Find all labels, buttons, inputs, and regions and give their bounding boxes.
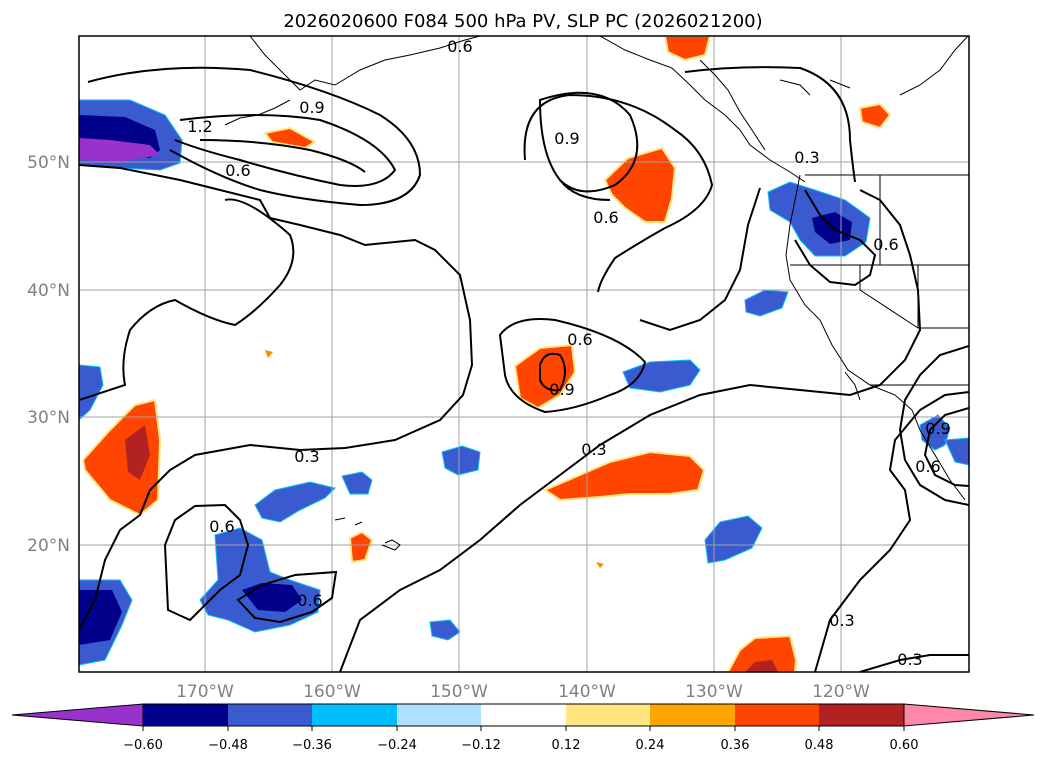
colorbar-swatch (481, 704, 566, 726)
colorbar-tick-label: 0.24 (636, 738, 665, 753)
colorbar-tick-label: 0.60 (890, 738, 919, 753)
colorbar-tick-label: 0.48 (805, 738, 834, 753)
colorbar-swatch (312, 704, 397, 726)
coastlines (224, 36, 969, 551)
lat-label: 20°N (27, 536, 70, 556)
figure-title: 2026020600 F084 500 hPa PV, SLP PC (2026… (283, 11, 762, 32)
contour-label: 0.6 (567, 330, 592, 349)
colorbar-tick-label: −0.60 (123, 738, 163, 753)
lon-label: 140°W (558, 682, 616, 702)
lon-label: 130°W (685, 682, 743, 702)
colorbar: −0.60 −0.48 −0.36 −0.24 −0.12 0.12 0.24 … (11, 703, 1035, 753)
colorbar-swatch (819, 704, 904, 726)
contour-label: 0.6 (873, 235, 898, 254)
map-frame (78, 35, 970, 673)
contour-lines (79, 66, 969, 672)
contour-label: 0.9 (925, 419, 950, 438)
colorbar-swatch (566, 704, 650, 726)
colorbar-tick-label: 0.12 (552, 738, 581, 753)
colorbar-outline (142, 703, 905, 727)
map-panel: 0.6 0.9 1.2 0.6 0.9 0.6 0.3 0.6 0.6 0.9 … (78, 35, 970, 673)
contour-label: 0.6 (209, 517, 234, 536)
lon-label: 120°W (812, 682, 870, 702)
lon-label: 170°W (176, 682, 234, 702)
lat-label: 30°N (27, 408, 70, 428)
contour-label: 0.9 (554, 129, 579, 148)
colorbar-swatch (735, 704, 819, 726)
contour-label: 0.3 (897, 650, 922, 669)
contour-label: 1.2 (187, 117, 212, 136)
latitude-labels: 50°N 40°N 30°N 20°N (27, 153, 70, 556)
longitude-labels: 170°W 160°W 150°W 140°W 130°W 120°W (176, 682, 870, 702)
contour-label: 0.3 (829, 611, 854, 630)
contour-label: 0.3 (794, 148, 819, 167)
colorbar-tick-label: −0.36 (292, 738, 332, 753)
colorbar-tick-label: −0.24 (377, 738, 417, 753)
contour-label: 0.3 (294, 447, 319, 466)
lon-label: 150°W (430, 682, 488, 702)
colorbar-swatch (650, 704, 735, 726)
colorbar-tick-label: −0.12 (461, 738, 501, 753)
graticule (79, 36, 969, 672)
lon-label: 160°W (303, 682, 361, 702)
contour-label-set: 0.6 0.9 1.2 0.6 0.9 0.6 0.3 0.6 0.6 0.9 … (187, 37, 950, 669)
colorbar-extend-left (11, 703, 144, 727)
pv-negative-shading (79, 99, 969, 666)
colorbar-swatch (397, 704, 481, 726)
contour-label: 0.6 (915, 457, 940, 476)
colorbar-tick-label: −0.48 (208, 738, 248, 753)
lat-label: 50°N (27, 153, 70, 173)
colorbar-swatch (143, 704, 228, 726)
colorbar-ticks (142, 726, 905, 731)
colorbar-swatch (228, 704, 312, 726)
contour-label: 0.6 (593, 208, 618, 227)
colorbar-extend-right (903, 703, 1035, 727)
contour-label: 0.6 (297, 591, 322, 610)
contour-label: 0.9 (549, 380, 574, 399)
colorbar-tick-label: 0.36 (721, 738, 750, 753)
contour-label: 0.9 (299, 98, 324, 117)
contour-label: 0.6 (447, 37, 472, 56)
contour-label: 0.3 (581, 440, 606, 459)
contour-label: 0.6 (225, 161, 250, 180)
lat-label: 40°N (27, 281, 70, 301)
